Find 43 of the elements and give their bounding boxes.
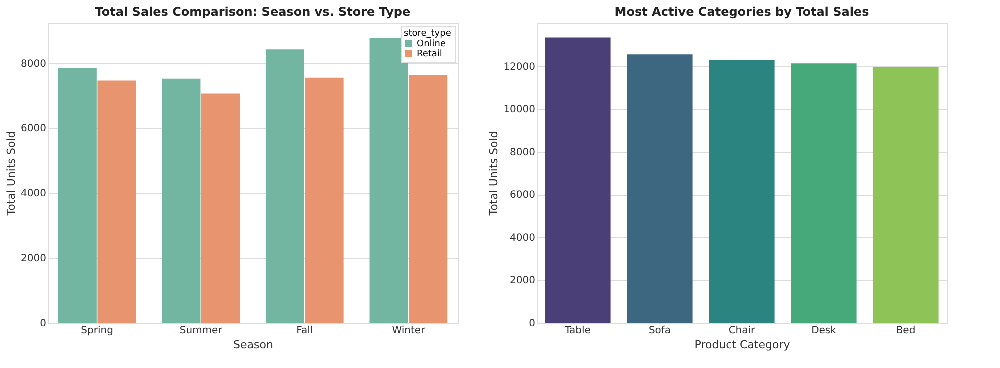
- bar: [409, 75, 448, 323]
- x-tick-label: Sofa: [648, 326, 672, 336]
- legend-label: Retail: [417, 50, 442, 60]
- x-tick-label: Desk: [812, 326, 837, 336]
- y-tick-label: 8000: [510, 147, 536, 158]
- bar: [305, 78, 344, 323]
- bar: [709, 60, 775, 323]
- legend-title: store_type: [404, 29, 452, 39]
- bar: [201, 94, 240, 323]
- x-tick-label: Chair: [728, 326, 756, 336]
- bar: [98, 80, 136, 323]
- x-tick-label: Fall: [296, 326, 314, 336]
- x-tick-label: Spring: [81, 326, 114, 336]
- y-tick-label: 6000: [21, 124, 46, 135]
- y-tick-label: 8000: [21, 58, 46, 70]
- y-tick-label: 0: [529, 318, 536, 330]
- y-axis-title: Total Units Sold: [488, 131, 501, 217]
- bar: [58, 68, 97, 323]
- legend-label: Online: [417, 40, 446, 50]
- bar: [791, 64, 857, 323]
- x-axis-title: Product Category: [694, 338, 791, 352]
- bar: [266, 50, 305, 323]
- chart-title: Most Active Categories by Total Sales: [614, 5, 870, 19]
- x-tick-label: Summer: [180, 326, 224, 336]
- y-tick-label: 4000: [510, 232, 536, 244]
- y-tick-label: 2000: [510, 276, 536, 287]
- y-axis-title: Total Units Sold: [5, 131, 18, 217]
- bar: [545, 38, 611, 323]
- bar: [162, 78, 201, 323]
- x-tick-label: Winter: [392, 326, 426, 336]
- bar: [627, 54, 693, 323]
- x-axis-title: Season: [234, 338, 274, 352]
- bar: [370, 38, 408, 323]
- chart-title: Total Sales Comparison: Season vs. Store Type: [95, 5, 411, 19]
- x-tick-label: Bed: [896, 326, 916, 336]
- y-tick-label: 2000: [21, 254, 46, 265]
- y-tick-label: 6000: [510, 190, 536, 202]
- y-tick-label: 12000: [504, 62, 536, 73]
- y-tick-label: 4000: [21, 188, 46, 200]
- y-tick-label: 10000: [504, 104, 536, 116]
- y-tick-label: 0: [40, 318, 46, 330]
- x-tick-label: Table: [564, 326, 591, 336]
- bar: [873, 67, 939, 323]
